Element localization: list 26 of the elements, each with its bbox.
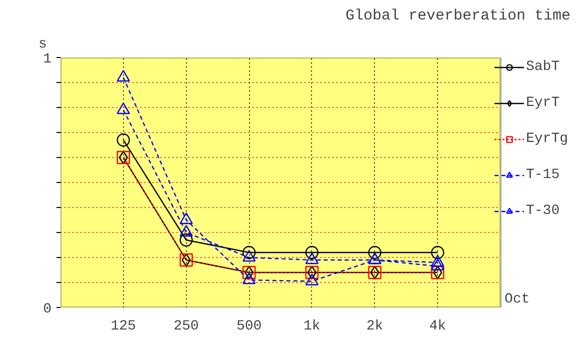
legend-label: SabT xyxy=(526,59,560,75)
point xyxy=(116,133,130,147)
point xyxy=(180,212,193,224)
legend-label: T-30 xyxy=(526,203,560,219)
point xyxy=(116,102,130,114)
point xyxy=(242,246,256,260)
chart-title: Global reverberation time xyxy=(345,8,571,24)
y-axis-title: s xyxy=(38,36,47,52)
point xyxy=(116,70,130,82)
point xyxy=(180,224,193,237)
y-tick-label: 0 xyxy=(43,302,52,318)
x-tick-label: 2k xyxy=(366,318,384,334)
x-tick-label: 4k xyxy=(429,318,446,334)
legend-label: EyrTg xyxy=(526,131,568,147)
x-axis-title: Oct xyxy=(504,292,530,308)
point xyxy=(305,246,319,260)
point xyxy=(368,246,382,260)
x-tick-label: 250 xyxy=(174,318,199,334)
legend-label: T-15 xyxy=(526,167,560,183)
x-tick-label: 500 xyxy=(236,318,262,334)
y-tick-label: 1 xyxy=(43,52,52,68)
point xyxy=(180,233,193,247)
x-tick-label: 1k xyxy=(304,318,320,334)
x-tick-label: 125 xyxy=(110,318,136,334)
legend-label: EyrT xyxy=(526,95,560,111)
point xyxy=(431,246,444,260)
